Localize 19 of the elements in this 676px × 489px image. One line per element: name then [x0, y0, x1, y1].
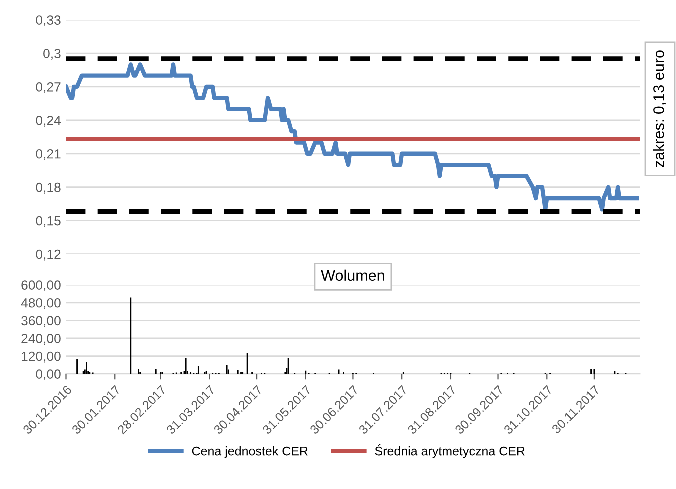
y-tick-label: 0,12 [36, 250, 61, 261]
y-tick-label: 0,33 [36, 16, 61, 27]
line-series [66, 62, 640, 212]
y-tick-label: 0,24 [36, 116, 62, 127]
y-tick-label: 0,21 [36, 149, 61, 160]
y-tick-label: 360,00 [22, 316, 61, 328]
y-tick-label: 0,00 [36, 370, 61, 381]
y-tick-label: 0,27 [36, 82, 61, 94]
text: zakres: 0,13 euro [653, 50, 666, 168]
y-tick-label: 0,3 [44, 49, 61, 60]
y-tick-label: 480,00 [21, 298, 61, 310]
chart-title: Wolumen [321, 270, 384, 282]
y-tick-label: 0,15 [36, 216, 61, 228]
y-tick-label: 120,00 [22, 352, 61, 363]
y-tick-label: 240,00 [22, 334, 61, 345]
y-tick-label: 0,18 [36, 182, 61, 194]
y-tick-label: 600,00 [22, 280, 61, 292]
legend-label: Cena jednostek CER [192, 446, 308, 458]
legend-label: Średnia arytmetyczna CER [375, 444, 525, 458]
